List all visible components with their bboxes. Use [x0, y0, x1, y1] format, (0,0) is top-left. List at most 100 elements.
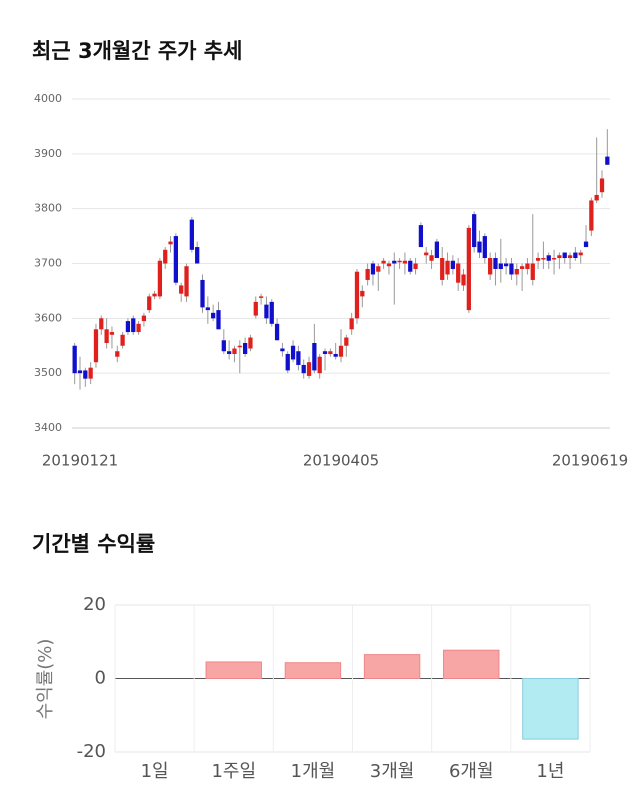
x-tick-label: 1년: [536, 761, 564, 782]
bar: [522, 678, 579, 740]
candle-body: [157, 260, 163, 297]
candle-body: [205, 307, 210, 311]
candle-body: [195, 247, 200, 264]
x-tick-label: 20190619: [552, 452, 628, 470]
y-tick-label: 20: [83, 594, 106, 615]
candle-body: [248, 337, 253, 349]
candle-body: [488, 258, 493, 275]
y-tick-label: 0: [95, 668, 106, 689]
candle-body: [589, 200, 594, 231]
candle-body: [493, 258, 498, 269]
candle-body: [136, 323, 141, 333]
y-tick-label: 4000: [34, 92, 62, 105]
candle-body: [290, 345, 296, 360]
y-tick-label: 3800: [34, 202, 62, 215]
candle-body: [72, 345, 77, 374]
y-tick-label: 3900: [34, 147, 62, 160]
candle-body: [285, 353, 290, 371]
candle-body: [392, 260, 397, 264]
candle-body: [424, 252, 429, 256]
candle-body: [211, 312, 216, 319]
candle-body: [189, 219, 194, 250]
candle-body: [541, 258, 546, 260]
candle-body: [498, 263, 503, 269]
candle-body: [466, 227, 471, 311]
candle-body: [312, 343, 317, 371]
candle-body: [328, 351, 333, 354]
candle-body: [578, 252, 583, 256]
candle-body: [472, 214, 477, 248]
candle-body: [349, 318, 354, 330]
x-tick-label: 3개월: [370, 761, 415, 782]
candle-body: [482, 236, 487, 259]
candle-body: [535, 258, 541, 261]
candle-body: [163, 249, 168, 264]
bar: [363, 654, 421, 679]
candle-body: [88, 367, 93, 379]
candle-body: [141, 315, 147, 322]
candle-body: [429, 255, 434, 261]
candle-body: [77, 370, 83, 374]
candle-body: [509, 263, 514, 275]
candle-body: [546, 255, 551, 261]
candle-body: [450, 260, 455, 269]
candle-body: [125, 321, 131, 333]
y-tick-label: 3700: [34, 257, 62, 270]
candle-body: [301, 364, 306, 374]
candle-body: [445, 260, 450, 275]
candle-body: [115, 351, 120, 357]
candle-body: [503, 263, 509, 267]
chart-title: 기간별 수익률: [32, 532, 155, 556]
candle-body: [200, 279, 205, 308]
candle-body: [605, 156, 610, 165]
candle-body: [179, 285, 184, 294]
x-tick-label: 20190121: [42, 452, 118, 470]
candle-body: [551, 258, 557, 260]
candle-body: [306, 362, 312, 376]
candle-body: [184, 266, 189, 297]
candle-body: [221, 340, 226, 352]
candle-body: [477, 241, 482, 253]
candle-body: [317, 356, 322, 374]
candle-body: [258, 296, 264, 298]
candle-body: [280, 348, 285, 352]
candle-body: [120, 334, 125, 346]
x-tick-label: 6개월: [449, 761, 494, 782]
candle-body: [413, 263, 418, 269]
candle-body: [333, 353, 338, 357]
candle-body: [573, 252, 578, 259]
candle-body: [562, 252, 567, 259]
candle-body: [456, 263, 461, 283]
candle-body: [99, 318, 104, 330]
candle-body: [109, 332, 115, 335]
candle-body: [232, 348, 237, 354]
candle-body: [376, 266, 381, 272]
candle-body: [365, 268, 370, 280]
y-tick-label: 3600: [34, 311, 62, 324]
candle-body: [418, 225, 424, 248]
candle-body: [338, 345, 344, 357]
candle-body: [253, 301, 258, 316]
bar: [284, 662, 342, 680]
candle-body: [131, 318, 136, 333]
candle-body: [216, 310, 221, 330]
candle-body: [269, 301, 274, 324]
candle-body: [370, 263, 376, 275]
chart-title: 최근 3개월간 주가 추세: [32, 39, 242, 63]
candle-body: [514, 268, 519, 275]
candle-body: [227, 351, 232, 354]
candle-body: [360, 290, 365, 297]
candle-body: [530, 263, 535, 280]
candle-body: [381, 260, 386, 264]
bar: [205, 661, 262, 680]
candle-body: [567, 255, 573, 259]
candle-body: [264, 304, 269, 319]
candle-body: [386, 263, 392, 267]
candle-body: [152, 293, 157, 297]
candle-body: [594, 194, 599, 201]
x-tick-label: 1주일: [211, 761, 256, 782]
candle-body: [599, 178, 605, 193]
candle-body: [242, 343, 248, 354]
candle-body: [274, 323, 280, 341]
